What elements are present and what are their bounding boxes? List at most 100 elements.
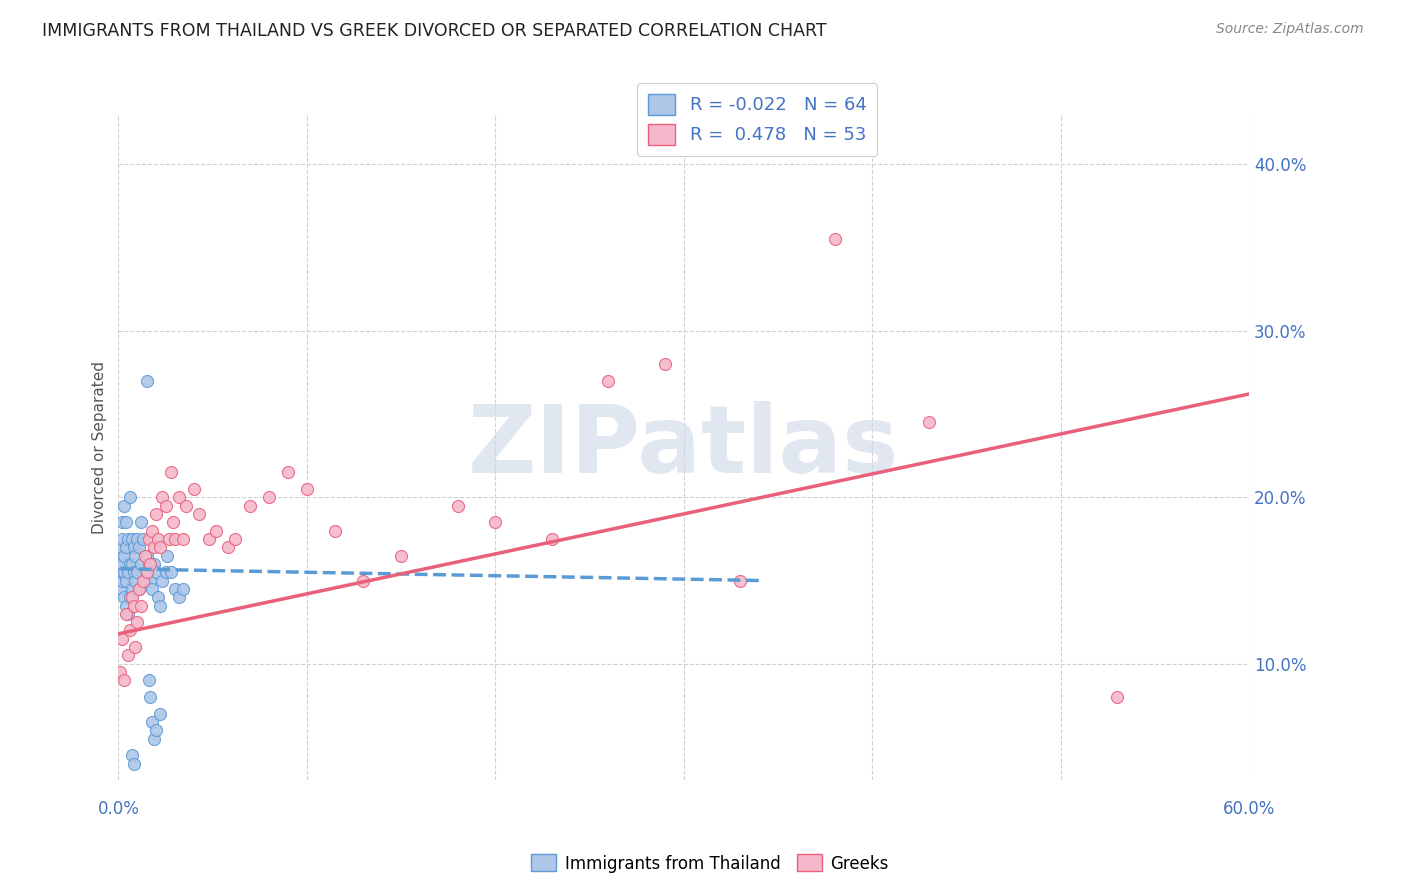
Point (121, 590, 143, 604)
Point (353, 574, 375, 588)
Point (160, 465, 183, 479)
Point (1107, 690, 1129, 705)
Point (224, 532, 246, 546)
Point (115, 515, 138, 529)
Legend: R = -0.022   N = 64, R =  0.478   N = 53: R = -0.022 N = 64, R = 0.478 N = 53 (637, 83, 877, 155)
Point (145, 565, 167, 579)
Point (127, 532, 149, 546)
Point (112, 549, 135, 563)
Point (598, 374, 620, 388)
Point (323, 524, 346, 538)
Point (117, 532, 139, 546)
Point (111, 582, 134, 596)
Text: ZIPatlas: ZIPatlas (468, 401, 900, 493)
Point (156, 549, 179, 563)
Point (124, 549, 146, 563)
Point (205, 524, 228, 538)
Point (167, 490, 190, 504)
Point (188, 507, 211, 521)
Point (145, 507, 167, 521)
Point (134, 574, 156, 588)
Point (730, 574, 752, 588)
Text: Source: ZipAtlas.com: Source: ZipAtlas.com (1216, 22, 1364, 37)
Point (135, 374, 157, 388)
Point (110, 549, 132, 563)
Point (122, 756, 145, 771)
Text: 0.0%: 0.0% (97, 800, 139, 818)
Point (111, 557, 134, 571)
Point (139, 690, 162, 705)
Point (128, 540, 150, 554)
Point (162, 515, 184, 529)
Point (217, 540, 239, 554)
Y-axis label: Divorced or Separated: Divorced or Separated (93, 360, 107, 533)
Point (115, 607, 138, 621)
Point (132, 532, 155, 546)
Point (139, 574, 162, 588)
Point (122, 599, 145, 613)
Point (146, 590, 169, 604)
Point (149, 540, 172, 554)
Point (824, 232, 846, 246)
Point (183, 482, 205, 496)
Point (141, 715, 163, 730)
Point (172, 532, 194, 546)
Point (918, 415, 941, 429)
Point (257, 490, 280, 504)
Point (447, 499, 470, 513)
Point (112, 673, 135, 688)
Point (167, 590, 190, 604)
Point (174, 499, 197, 513)
Point (143, 731, 166, 746)
Point (118, 557, 141, 571)
Point (111, 574, 134, 588)
Point (115, 599, 138, 613)
Point (135, 565, 157, 579)
Point (135, 549, 157, 563)
Point (112, 565, 135, 579)
Point (160, 565, 183, 579)
Point (141, 524, 163, 538)
Point (111, 632, 134, 646)
Point (121, 532, 143, 546)
Point (541, 532, 564, 546)
Point (121, 582, 143, 596)
Point (163, 532, 186, 546)
Legend: Immigrants from Thailand, Greeks: Immigrants from Thailand, Greeks (524, 847, 896, 880)
Point (110, 565, 132, 579)
Point (150, 490, 173, 504)
Point (277, 465, 299, 479)
Point (145, 723, 167, 738)
Point (115, 574, 138, 588)
Point (110, 665, 132, 680)
Point (129, 557, 152, 571)
Point (149, 599, 172, 613)
Point (111, 532, 134, 546)
Point (149, 706, 172, 721)
Point (117, 648, 139, 663)
Point (146, 532, 169, 546)
Point (122, 540, 145, 554)
Point (117, 565, 139, 579)
Point (129, 515, 152, 529)
Point (138, 532, 160, 546)
Point (155, 499, 177, 513)
Point (118, 624, 141, 638)
Point (110, 557, 132, 571)
Point (239, 499, 262, 513)
Point (389, 549, 412, 563)
Point (129, 599, 152, 613)
Point (127, 615, 149, 629)
Text: IMMIGRANTS FROM THAILAND VS GREEK DIVORCED OR SEPARATED CORRELATION CHART: IMMIGRANTS FROM THAILAND VS GREEK DIVORC… (42, 22, 827, 40)
Point (124, 640, 146, 655)
Point (124, 574, 146, 588)
Point (139, 557, 162, 571)
Point (117, 607, 139, 621)
Point (143, 540, 166, 554)
Text: 60.0%: 60.0% (1223, 800, 1275, 818)
Point (295, 482, 318, 496)
Point (150, 574, 173, 588)
Point (112, 590, 135, 604)
Point (111, 565, 134, 579)
Point (118, 490, 141, 504)
